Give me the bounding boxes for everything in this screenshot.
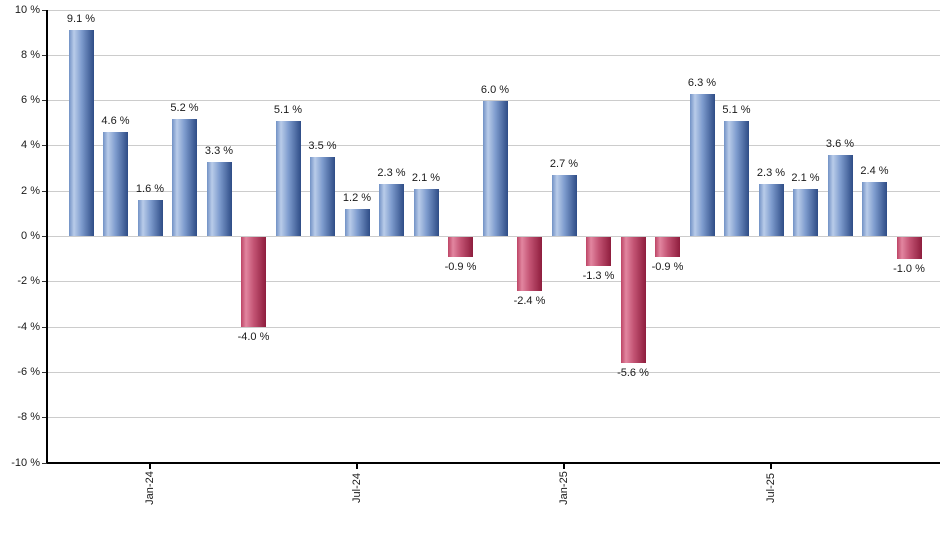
- bar-Aug-24: [379, 184, 404, 237]
- y-axis-label: 10 %: [14, 3, 40, 16]
- bar-Jun-25: [724, 120, 749, 237]
- bar-Mar-24: [206, 161, 232, 237]
- x-axis-tick-Jul-25: [770, 463, 772, 469]
- y-axis-label: -4 %: [17, 320, 40, 333]
- x-axis-line: [47, 462, 940, 464]
- bar-Nov-24: [482, 100, 508, 237]
- bar-Sep-24: [413, 188, 439, 237]
- gridline-8pct: [47, 54, 940, 56]
- bar-value-label-Jul-25: 2.3 %: [756, 167, 786, 180]
- bar-value-label-Feb-24: 5.2 %: [170, 101, 199, 114]
- bar-value-label-Mar-25: -5.6 %: [617, 367, 649, 380]
- y-axis-tick: [42, 326, 47, 328]
- y-axis-label: 8 %: [21, 48, 40, 61]
- y-axis-label: 2 %: [21, 184, 40, 197]
- bar-value-label-Dec-24: -2.4 %: [513, 294, 546, 307]
- x-axis-tick-Jan-24: [149, 463, 151, 469]
- bar-value-label-Aug-25: 2.1 %: [791, 171, 820, 184]
- bar-Sep-25: [827, 154, 853, 237]
- bar-value-label-May-25: 6.3 %: [687, 76, 717, 89]
- y-axis-tick: [42, 54, 47, 56]
- y-axis-tick: [42, 190, 47, 192]
- y-axis-line: [46, 10, 48, 463]
- bar-value-label-Sep-25: 3.6 %: [825, 137, 855, 150]
- gridline-0pct: [47, 236, 940, 237]
- bar-Jul-25: [758, 184, 784, 237]
- bar-Apr-24: [241, 236, 266, 328]
- bar-Jun-24: [310, 157, 335, 237]
- gridline--4pct: [47, 326, 940, 328]
- x-axis-tick-Jul-24: [356, 463, 358, 469]
- y-axis-label: -8 %: [17, 411, 40, 424]
- bar-value-label-Nov-24: 6.0 %: [480, 83, 510, 96]
- gridline--6pct: [47, 371, 940, 373]
- bar-value-label-May-24: 5.1 %: [273, 103, 303, 116]
- bar-Nov-23: [68, 30, 94, 237]
- bar-Apr-25: [655, 236, 680, 257]
- y-axis-tick: [42, 9, 47, 11]
- bar-value-label-Sep-24: 2.1 %: [411, 171, 441, 184]
- bar-Feb-24: [172, 118, 197, 237]
- bar-Oct-25: [862, 182, 887, 237]
- gridline--8pct: [47, 417, 940, 419]
- y-axis-label: -6 %: [17, 365, 40, 378]
- bar-Feb-25: [586, 236, 611, 266]
- bar-value-label-Feb-25: -1.3 %: [582, 269, 615, 282]
- y-axis-tick: [42, 417, 47, 419]
- bar-Nov-25: [896, 236, 922, 260]
- bar-value-label-Dec-23: 4.6 %: [101, 115, 130, 128]
- y-axis-tick: [42, 236, 47, 237]
- bar-value-label-Jun-25: 5.1 %: [722, 103, 751, 116]
- bar-Aug-25: [793, 188, 818, 237]
- gridline--2pct: [47, 281, 940, 283]
- bar-May-24: [275, 120, 301, 237]
- bar-value-label-Jul-24: 1.2 %: [342, 192, 372, 205]
- y-axis-label: 0 %: [21, 230, 40, 242]
- bar-Jan-24: [137, 200, 163, 237]
- bar-value-label-Aug-24: 2.3 %: [377, 167, 406, 180]
- y-axis-tick: [42, 100, 47, 102]
- y-axis-tick: [42, 371, 47, 373]
- bar-Dec-23: [103, 132, 128, 237]
- gridline-10pct: [47, 9, 940, 11]
- bar-Jan-25: [551, 175, 577, 237]
- bar-value-label-Nov-25: -1.0 %: [893, 263, 925, 276]
- y-axis-tick: [42, 281, 47, 283]
- x-axis-label-Jul-25: Jul-25: [765, 473, 777, 503]
- x-axis-label-Jul-24: Jul-24: [351, 473, 363, 503]
- bar-value-label-Jan-24: 1.6 %: [135, 183, 165, 196]
- bar-value-label-Apr-25: -0.9 %: [651, 260, 684, 273]
- x-axis-tick-Jan-25: [563, 463, 565, 469]
- bar-Jul-24: [344, 209, 370, 237]
- bar-value-label-Oct-24: -0.9 %: [444, 260, 477, 273]
- y-axis-label: -2 %: [17, 275, 40, 288]
- y-axis-label: -10 %: [11, 456, 40, 469]
- bar-May-25: [689, 93, 715, 237]
- x-axis-label-Jan-25: Jan-25: [558, 471, 570, 505]
- bar-value-label-Nov-23: 9.1 %: [66, 13, 96, 26]
- bar-value-label-Jan-25: 2.7 %: [549, 158, 579, 171]
- y-axis-tick: [42, 145, 47, 147]
- x-axis-label-Jan-24: Jan-24: [144, 471, 156, 505]
- y-axis-label: 4 %: [21, 139, 40, 152]
- y-axis-tick: [42, 462, 47, 464]
- bar-value-label-Oct-25: 2.4 %: [860, 165, 889, 178]
- bar-value-label-Jun-24: 3.5 %: [308, 140, 337, 153]
- bar-value-label-Apr-24: -4.0 %: [237, 331, 270, 344]
- bar-value-label-Mar-24: 3.3 %: [204, 144, 234, 157]
- bar-Oct-24: [448, 236, 473, 257]
- y-axis-label: 6 %: [21, 94, 40, 107]
- bar-Mar-25: [620, 236, 646, 364]
- bar-Dec-24: [517, 236, 542, 291]
